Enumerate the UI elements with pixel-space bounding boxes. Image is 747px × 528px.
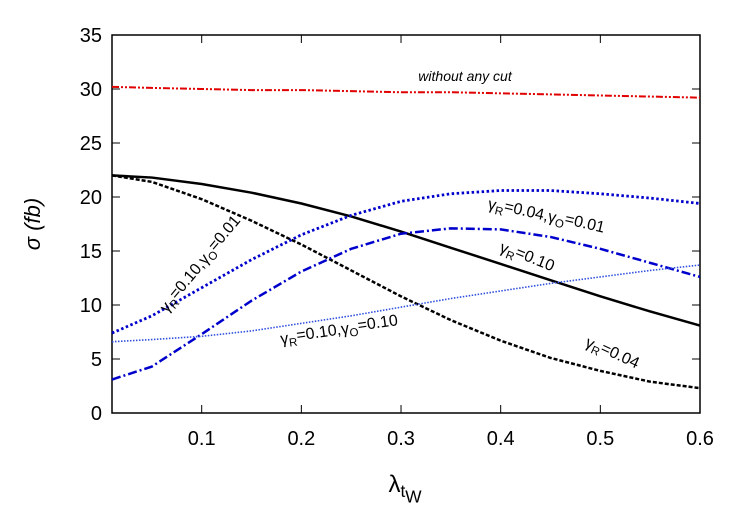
- y-tick-label: 20: [80, 187, 102, 209]
- y-axis-label: σ (fb): [20, 198, 45, 250]
- x-tick-label: 0.4: [487, 428, 515, 450]
- curve-label: γR=0.10: [496, 238, 557, 279]
- curve-label: without any cut: [418, 68, 513, 84]
- series-line: [111, 227, 701, 381]
- x-tick-label: 0.1: [188, 428, 216, 450]
- series-line: [111, 189, 701, 335]
- x-tick-label: 0.2: [287, 428, 315, 450]
- plot-frame: [111, 34, 701, 414]
- y-tick-label: 35: [80, 25, 102, 47]
- y-tick-label: 15: [80, 241, 102, 263]
- curve-label: γR=0.10,γO=0.01: [155, 212, 248, 317]
- y-tick-label: 30: [80, 79, 102, 101]
- curve-label: γR=0.10,γO=0.10: [279, 312, 400, 350]
- y-tick-label: 25: [80, 133, 102, 155]
- curve-label: γR=0.04: [582, 333, 642, 376]
- y-tick-label: 10: [80, 295, 102, 317]
- y-tick-label: 5: [91, 349, 102, 371]
- y-tick-label: 0: [91, 403, 102, 425]
- curve-label: γR=0.04,γO=0.01: [486, 193, 607, 241]
- x-tick-label: 0.6: [686, 428, 714, 450]
- series-line: [111, 174, 701, 390]
- x-tick-label: 0.3: [387, 428, 415, 450]
- series-line: [111, 85, 701, 99]
- x-tick-label: 0.5: [586, 428, 614, 450]
- series-line: [111, 174, 701, 327]
- x-axis-label: λtW: [388, 471, 422, 506]
- series-line: [111, 264, 701, 343]
